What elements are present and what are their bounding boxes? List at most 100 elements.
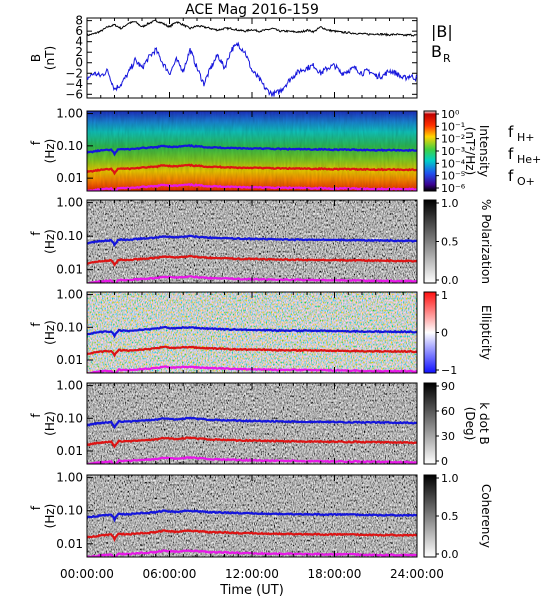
time-tick-label: 00:00:00: [60, 567, 114, 581]
colorbar-unit: (Deg): [463, 407, 477, 441]
gyro-line-f-he-plus: [87, 254, 417, 267]
gyro-line-f-h-plus: [87, 234, 417, 248]
spectrogram-panel-2: 1.00 0.10 0.01 f (Hz) 1.0 0.5 0.0 % Polarization: [29, 196, 493, 287]
spectrogram-panel-4: 1.00 0.10 0.01 f (Hz) 90 60 30 0 k dot B(Deg): [29, 379, 491, 468]
legend-he-plus: f: [508, 145, 514, 163]
freq-axis-unit: (Hz): [43, 411, 57, 436]
colorbar-tick-label: 1.0: [441, 472, 459, 485]
freq-axis-unit: (Hz): [43, 139, 57, 164]
spectrogram-background: [87, 292, 417, 373]
colorbar: [423, 291, 437, 374]
line-panel-ytick-label: −2: [65, 66, 83, 80]
legend-subscript: O+: [517, 175, 535, 188]
line-panel-ytick-label: 2: [75, 45, 83, 59]
time-axis: 00:00:00 06:00:00 12:00:00 18:00:00 24:00:00…: [60, 18, 444, 598]
freq-tick-label: 0.10: [56, 320, 83, 334]
freq-tick-label: 1.00: [56, 471, 83, 485]
colorbar-tick-label: 30: [441, 430, 455, 443]
chart-title: ACE Mag 2016-159: [185, 2, 319, 18]
legend-b-magnitude: |B|: [431, 22, 453, 41]
legend-b-r-subscript: R: [443, 52, 451, 65]
gyro-line-f-h-plus: [87, 509, 417, 523]
spectrogram-texture: [87, 111, 417, 191]
freq-tick-label: 1.00: [56, 196, 83, 210]
freq-tick-label: 0.01: [56, 353, 83, 367]
spectrogram-panel-1: 1.000.100.01f (Hz)10⁰10⁻¹10⁻²10⁻³10⁻⁴10⁻⁵…: [29, 107, 541, 195]
colorbar-label: k dot B: [477, 402, 491, 444]
colorbar-tick-label: 0: [441, 455, 448, 468]
colorbar-unit: (nT²/Hz): [463, 127, 477, 175]
freq-tick-label: 0.10: [56, 229, 83, 243]
colorbar-tick-label: 10⁻⁶: [441, 182, 466, 195]
colorbar-label: Coherency: [479, 484, 493, 548]
freq-tick-label: 1.00: [56, 379, 83, 393]
gyro-line-f-he-plus: [87, 529, 417, 543]
spectrogram-panel-3: 1.00 0.10 0.01 f (Hz) 1 0 −1 Ellipticity: [29, 288, 493, 377]
colorbar-tick-label: 10⁰: [441, 108, 460, 121]
colorbar-tick-label: 0.5: [441, 236, 459, 249]
freq-tick-label: 1.00: [56, 107, 83, 121]
colorbar-tick-label: 60: [441, 405, 455, 418]
legend-b-r: B: [431, 42, 442, 61]
gyro-line-f-he-plus: [87, 345, 417, 358]
time-tick-label: 12:00:00: [225, 567, 279, 581]
time-tick-label: 18:00:00: [308, 567, 362, 581]
colorbar: [423, 199, 437, 284]
freq-tick-label: 0.10: [56, 411, 83, 425]
freq-axis-unit: (Hz): [43, 504, 57, 529]
freq-axis-label: f: [29, 140, 43, 145]
colorbar-tick-label: 90: [441, 380, 455, 393]
colorbar-label: Ellipticity: [479, 305, 493, 360]
colorbar-tick-label: 10⁻⁴: [441, 157, 466, 170]
colorbar-tick-label: 1.0: [441, 197, 459, 210]
colorbar-tick-label: 10⁻⁵: [441, 170, 465, 183]
colorbar-tick-label: 1: [441, 289, 448, 302]
freq-tick-label: 0.01: [56, 171, 83, 185]
time-tick-label: 06:00:00: [143, 567, 197, 581]
freq-axis-unit: (Hz): [43, 320, 57, 345]
freq-tick-label: 0.01: [56, 537, 83, 551]
freq-axis-label: f: [29, 505, 43, 510]
line-panel-ytick-label: −4: [65, 77, 83, 91]
freq-tick-label: 1.00: [56, 288, 83, 302]
colorbar-tick-label: −1: [441, 364, 457, 377]
time-axis-label: Time (UT): [219, 583, 284, 598]
series-line-b-r: [87, 41, 417, 97]
colorbar-tick-label: 10⁻²: [441, 133, 465, 146]
colorbar-tick-label: 10⁻³: [441, 145, 465, 158]
freq-tick-label: 0.10: [56, 139, 83, 153]
colorbar-tick-label: 0.0: [441, 274, 459, 287]
legend-subscript: H+: [517, 131, 535, 144]
legend-o-plus: f: [508, 167, 514, 185]
colorbar-label: % Polarization: [479, 199, 493, 284]
legend-h-plus: f: [508, 123, 514, 141]
freq-tick-label: 0.10: [56, 504, 83, 518]
line-panel-yunit: (nT): [43, 46, 57, 70]
gyro-line-f-he-plus: [87, 163, 417, 176]
legend-subscript: He+: [517, 153, 541, 166]
line-panel-ytick-label: 0: [75, 56, 83, 70]
line-panel-ytick-label: −6: [65, 87, 83, 101]
series-line-b-magnitude: [87, 19, 417, 37]
gyro-line-f-h-plus: [87, 325, 417, 339]
line-panel-ytick-label: 4: [75, 35, 83, 49]
colorbar-label: Intensity: [477, 125, 491, 177]
freq-tick-label: 0.01: [56, 263, 83, 277]
colorbar-tick-label: 10⁻¹: [441, 120, 465, 133]
colorbar: [423, 110, 437, 192]
line-panel-frame: [86, 17, 418, 99]
colorbar-tick-label: 0.5: [441, 510, 459, 523]
time-tick-label: 24:00:00: [390, 567, 444, 581]
freq-axis-label: f: [29, 231, 43, 236]
colorbar: [423, 474, 437, 558]
spectrogram-background: [87, 383, 417, 464]
colorbar-tick-label: 0: [441, 327, 448, 340]
gyro-line-f-h-plus: [87, 144, 417, 157]
spectrogram-panel-5: 1.00 0.10 0.01 f (Hz) 1.0 0.5 0.0 Coherency: [29, 471, 493, 561]
colorbar: [423, 382, 437, 465]
gyro-line-f-he-plus: [87, 436, 417, 449]
colorbar-tick-label: 0.0: [441, 548, 459, 561]
freq-axis-label: f: [29, 413, 43, 418]
